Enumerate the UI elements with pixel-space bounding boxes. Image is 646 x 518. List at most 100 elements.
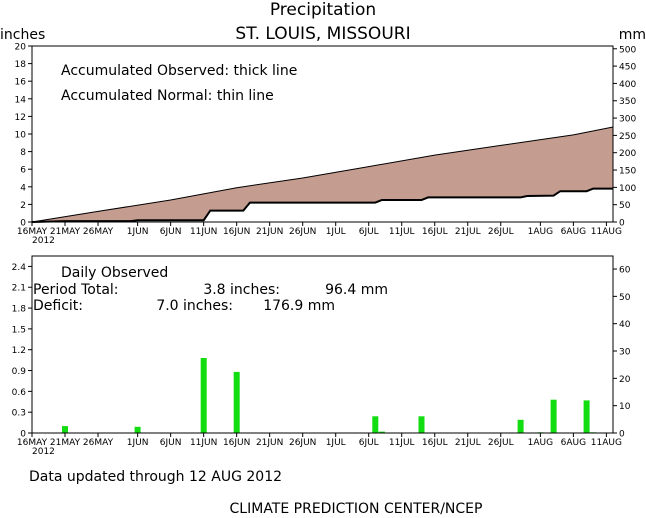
- x-tick-year: 2012: [32, 236, 55, 246]
- period-total-inches: 3.8 inches:: [203, 282, 280, 298]
- daily-panel: 0 0.3 0.6 0.9 1.2 1.5 1.8 2.1 2.4 0 10 20 30 40 50 60 16…: [12, 255, 631, 457]
- normal-line: [31, 126, 614, 223]
- chart-subtitle: ST. LOUIS, MISSOURI: [235, 24, 410, 44]
- deficit-label: Deficit:: [33, 298, 83, 314]
- y2-tick-label: 50: [619, 293, 631, 303]
- daily-observed-title: Daily Observed: [61, 265, 168, 281]
- y2-tick-label: 20: [619, 375, 631, 385]
- y-tick-label: 14: [15, 95, 27, 105]
- y2-tick-label: 150: [619, 167, 636, 177]
- daily-bar: [550, 399, 557, 433]
- y-tick-label: 18: [15, 60, 27, 70]
- y2-tick-label: 500: [619, 45, 636, 55]
- y2-tick-label: 450: [619, 63, 636, 73]
- y2-tick-label: 200: [619, 149, 636, 159]
- left-unit-label: inches: [0, 27, 45, 43]
- x-tick-label: 1JUN: [127, 438, 149, 448]
- x-tick-label: 26JUN: [289, 227, 316, 237]
- daily-bar: [517, 419, 524, 433]
- x-tick-label: 1JUL: [326, 227, 346, 237]
- daily-bar: [200, 358, 207, 433]
- x-tick-label: 1AUG: [528, 227, 553, 237]
- y-tick-label: 10: [15, 131, 27, 141]
- x-tick-label: 11JUL: [389, 227, 415, 237]
- x-tick-label: 26JUN: [289, 438, 316, 448]
- chart-title: Precipitation: [270, 0, 376, 20]
- x-tick-label: 21JUN: [256, 227, 283, 237]
- right-unit-label: mm: [619, 27, 646, 43]
- x-tick-year: 2012: [32, 447, 55, 457]
- y2-tick-label: 300: [619, 115, 636, 125]
- x-tick-label: 16MAY: [17, 438, 48, 448]
- x-tick-label: 11JUN: [190, 227, 217, 237]
- daily-bar: [62, 426, 68, 433]
- deficit-mm: 176.9 mm: [263, 298, 335, 314]
- updated-note: Data updated through 12 AUG 2012: [29, 469, 282, 485]
- y2-tick-label: 10: [619, 402, 631, 412]
- y-tick-label: 8: [20, 148, 26, 158]
- x-tick-label: 11JUN: [190, 438, 217, 448]
- y2-tick-label: 0: [619, 219, 625, 229]
- x-tick-label: 11AUG: [591, 438, 622, 448]
- x-tick-label: 6JUN: [160, 227, 182, 237]
- y2-tick-label: 50: [619, 201, 631, 211]
- y-tick-label: 0.3: [12, 409, 26, 419]
- y2-tick-label: 60: [619, 266, 631, 276]
- x-tick-label: 11AUG: [591, 227, 622, 237]
- y2-tick-label: 400: [619, 80, 636, 90]
- x-tick-label: 6JUL: [359, 438, 379, 448]
- daily-bar: [378, 431, 385, 433]
- x-tick-label: 16JUN: [223, 227, 250, 237]
- period-total-label: Period Total:: [33, 282, 119, 298]
- x-tick-label: 26JUL: [488, 438, 514, 448]
- y-tick-label: 2.4: [12, 263, 27, 273]
- x-tick-label: 26MAY: [83, 438, 114, 448]
- observed-line: [31, 187, 613, 223]
- x-tick-label: 6AUG: [561, 227, 586, 237]
- x-tick-label: 1JUL: [326, 438, 346, 448]
- accumulated-panel: 0246810121416182005010015020025030035040…: [15, 43, 637, 247]
- period-total-mm: 96.4 mm: [325, 282, 388, 298]
- x-tick-label: 21MAY: [50, 438, 81, 448]
- y2-tick-label: 350: [619, 97, 636, 107]
- x-tick-label: 21JUL: [455, 227, 481, 237]
- x-tick-label: 6JUL: [359, 227, 379, 237]
- x-tick-label: 21JUL: [455, 438, 481, 448]
- y2-tick-label: 0: [619, 430, 625, 440]
- y-tick-label: 0: [20, 430, 26, 440]
- accumulated-normal-note: Accumulated Normal: thin line: [61, 88, 274, 104]
- y-tick-label: 6: [20, 166, 26, 176]
- y-tick-label: 1.5: [12, 325, 26, 335]
- y-tick-label: 20: [15, 43, 27, 53]
- x-tick-label: 16JUL: [422, 438, 448, 448]
- y-tick-label: 1.8: [12, 305, 27, 315]
- x-tick-label: 6JUN: [160, 438, 182, 448]
- y-tick-label: 2.1: [12, 284, 26, 294]
- y-tick-label: 2: [20, 201, 26, 211]
- x-tick-label: 6AUG: [561, 438, 586, 448]
- daily-bar: [372, 416, 379, 433]
- y-tick-label: 16: [15, 78, 27, 88]
- daily-bar: [233, 371, 240, 433]
- x-tick-label: 21JUN: [256, 438, 283, 448]
- y2-tick-label: 30: [619, 348, 631, 358]
- y2-tick-label: 250: [619, 132, 636, 142]
- y-tick-label: 0: [20, 219, 26, 229]
- y-tick-label: 12: [15, 113, 26, 123]
- x-tick-label: 16JUL: [422, 227, 448, 237]
- x-tick-label: 11JUL: [389, 438, 415, 448]
- x-tick-label: 21MAY: [50, 227, 81, 237]
- y-tick-label: 4: [20, 183, 26, 193]
- plot-frame: [31, 255, 614, 434]
- y-tick-label: 0.6: [12, 388, 27, 398]
- y2-tick-label: 40: [619, 320, 631, 330]
- daily-bar: [418, 416, 425, 433]
- x-tick-label: 26MAY: [83, 227, 114, 237]
- deficit-inches: 7.0 inches:: [156, 298, 233, 314]
- x-tick-label: 16MAY: [17, 227, 48, 237]
- x-tick-label: 1JUN: [127, 227, 149, 237]
- daily-bar: [583, 400, 590, 433]
- y-tick-label: 1.2: [12, 346, 26, 356]
- daily-bar: [134, 426, 141, 433]
